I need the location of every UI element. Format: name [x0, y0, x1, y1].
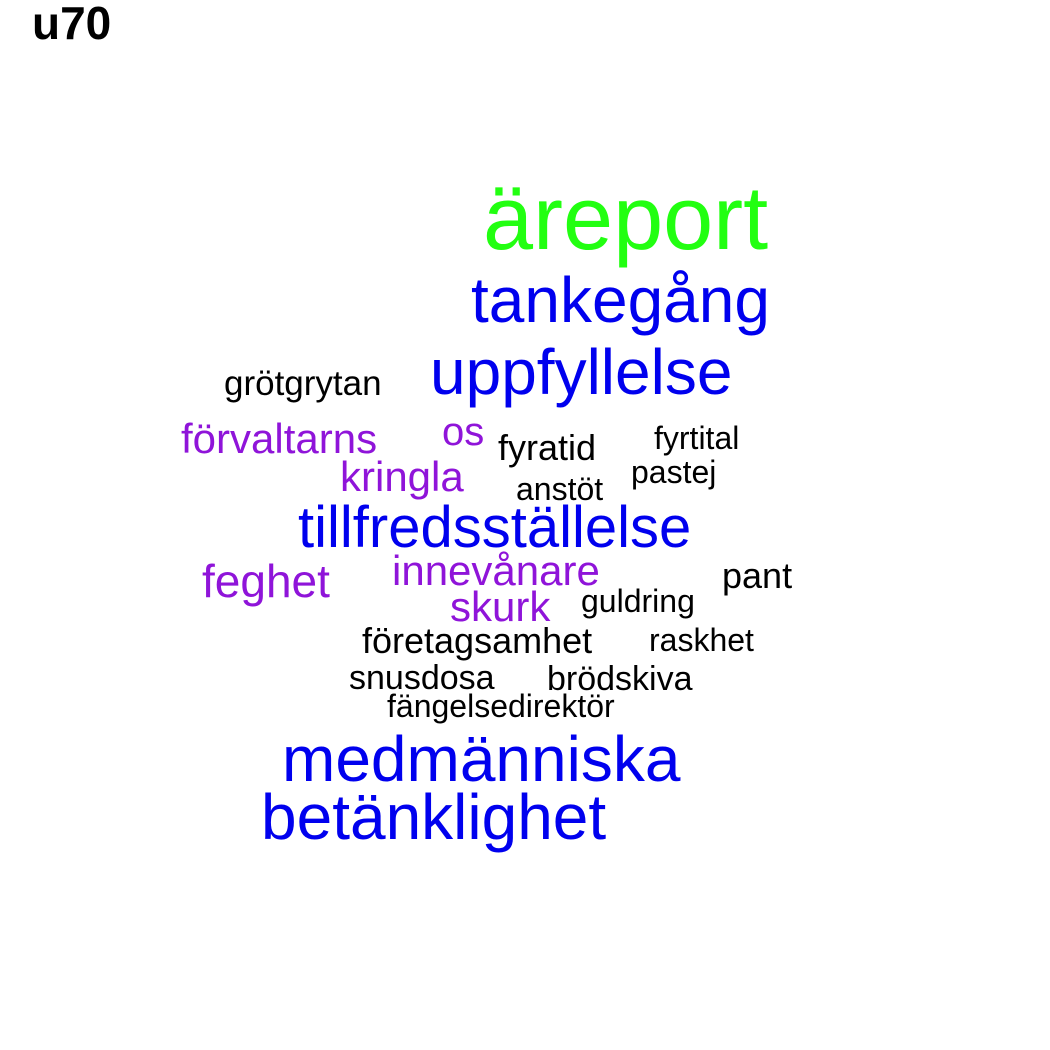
cloud-word: feghet — [202, 555, 330, 607]
cloud-word: kringla — [340, 453, 464, 500]
cloud-word: pastej — [631, 454, 717, 490]
cloud-word: skurk — [450, 583, 551, 630]
cloud-word: brödskiva — [547, 660, 693, 698]
cloud-word: tankegång — [471, 264, 770, 336]
cloud-word: företagsamhet — [362, 620, 593, 661]
cloud-word: uppfyllelse — [430, 336, 733, 408]
cloud-word: raskhet — [649, 622, 754, 658]
cloud-word: grötgrytan — [224, 364, 382, 403]
cloud-word: äreport — [483, 169, 769, 269]
cloud-word: fängelsedirektör — [387, 688, 615, 724]
cloud-word: förvaltarns — [181, 415, 378, 462]
cloud-word: fyrtital — [654, 420, 740, 456]
cloud-word: guldring — [581, 583, 695, 619]
page-title: u70 — [32, 0, 112, 49]
cloud-word: fyratid — [498, 427, 597, 468]
cloud-word: betänklighet — [261, 781, 607, 853]
cloud-word: snusdosa — [349, 659, 495, 697]
cloud-word: anstöt — [516, 471, 604, 507]
cloud-word: medmänniska — [282, 723, 681, 795]
cloud-word: innevånare — [392, 547, 600, 594]
cloud-word: tillfredsställelse — [298, 495, 692, 560]
cloud-word: os — [442, 410, 485, 454]
cloud-word: pant — [722, 555, 793, 596]
